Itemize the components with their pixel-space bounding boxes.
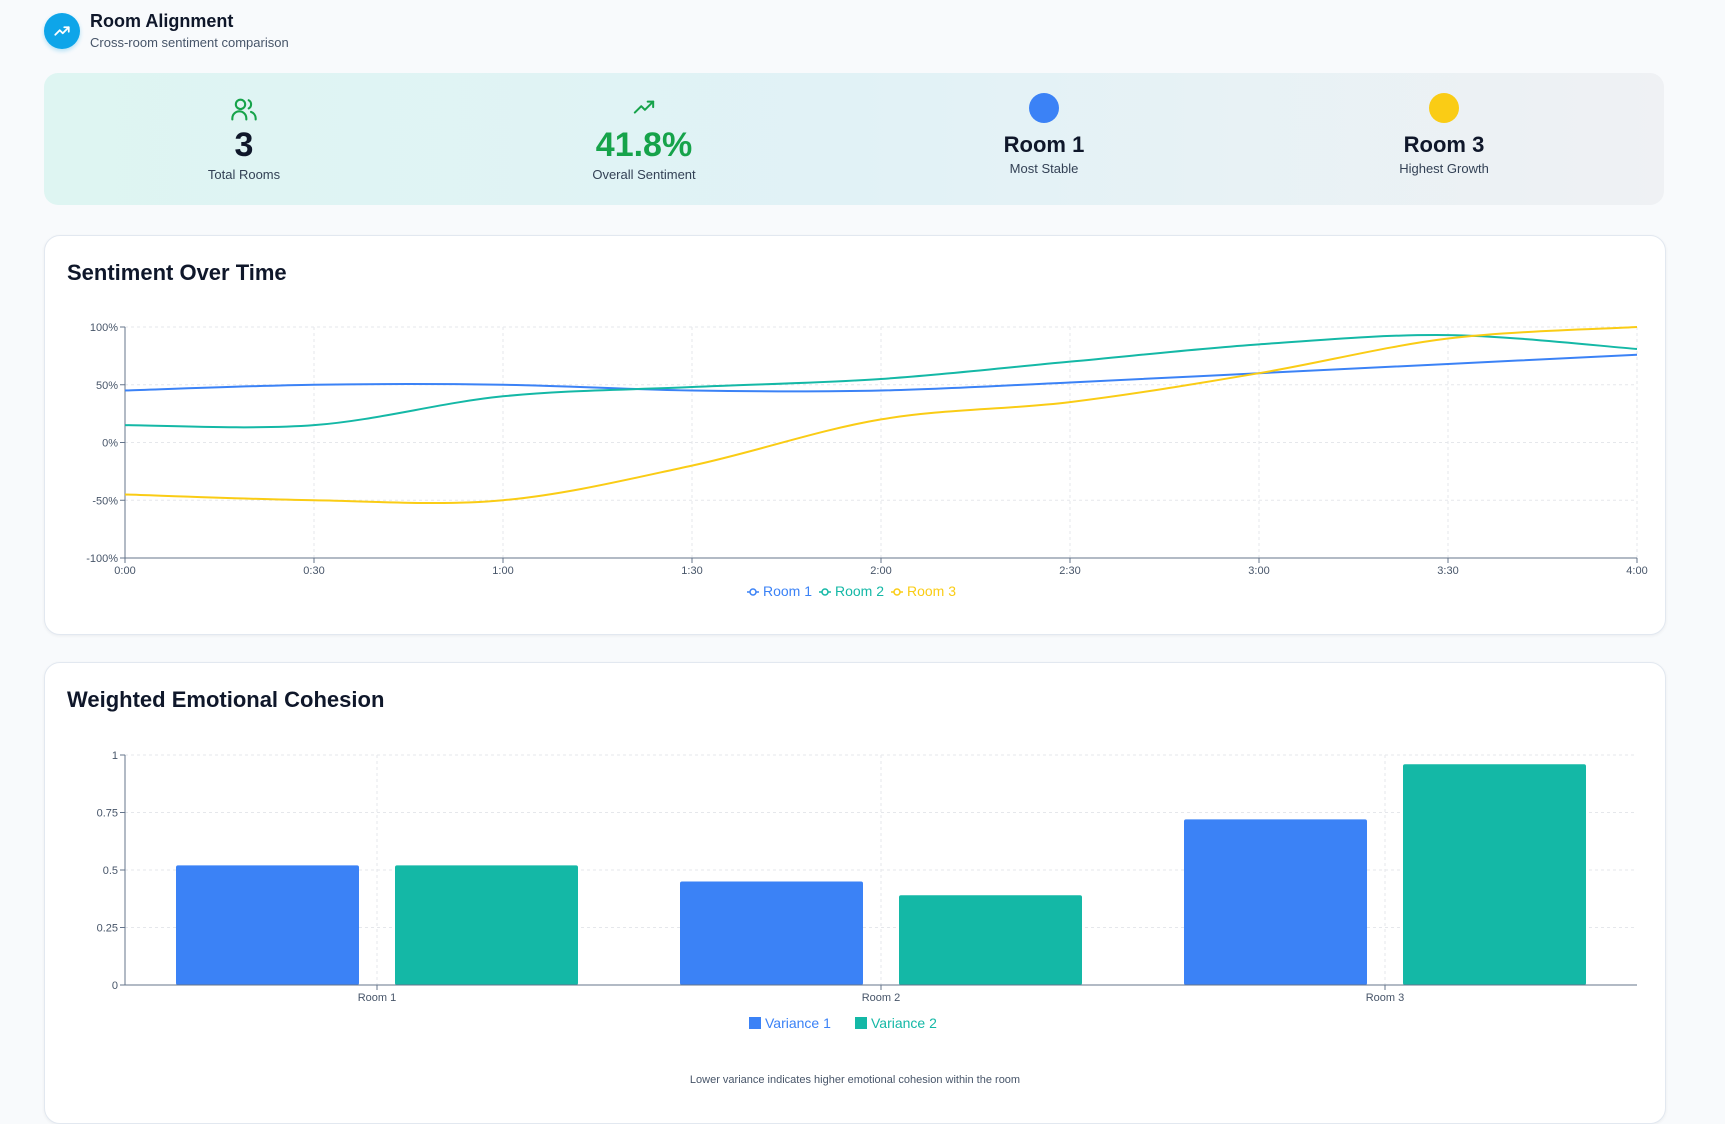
x-tick-label: 0:00 [114, 565, 135, 577]
trending-up-icon [44, 13, 80, 49]
most-stable-label: Most Stable [1009, 161, 1079, 176]
legend-swatch [749, 1017, 761, 1029]
overall-sentiment-label: Overall Sentiment [592, 167, 696, 182]
card-title: Sentiment Over Time [67, 260, 287, 285]
sentiment-over-time-card: Sentiment Over Time 100% 50% 0% -50% -100% 0:… [44, 235, 1666, 635]
legend-label: Room 2 [835, 583, 884, 599]
x-tick-label: 2:00 [870, 565, 891, 577]
summary-stats: 3 Total Rooms 41.8% Overall Sentiment Ro… [44, 73, 1664, 205]
y-tick-label: 0 [112, 980, 118, 992]
trending-up-icon [630, 97, 658, 124]
legend-item: Room 3 [891, 583, 956, 599]
y-tick-label: 0.75 [97, 808, 118, 820]
bar-room-3-variance-1 [1184, 819, 1367, 985]
most-stable-value: Room 1 [1003, 132, 1085, 157]
room-3-color-dot [1429, 93, 1459, 123]
y-tick-label: 50% [96, 380, 118, 392]
x-tick-label: 3:30 [1437, 565, 1458, 577]
room-1-color-dot [1029, 93, 1059, 123]
highest-growth-value: Room 3 [1403, 132, 1485, 157]
cohesion-bar-chart: 1 0.75 0.5 0.25 0 Room 1 Room 2 Room 3 Variance … [97, 750, 1637, 1031]
x-tick-label: Room 1 [358, 992, 397, 1004]
emotional-cohesion-card: Weighted Emotional Cohesion 1 0.75 0.5 0.25… [44, 662, 1666, 1124]
x-tick-label: 1:00 [492, 565, 513, 577]
x-tick-label: 1:30 [681, 565, 702, 577]
bar-room-2-variance-1 [680, 881, 863, 985]
y-tick-label: 100% [90, 322, 118, 334]
stat-overall-sentiment: 41.8% Overall Sentiment [444, 73, 844, 205]
legend-label: Variance 2 [871, 1015, 937, 1031]
page-title: Room Alignment [90, 11, 234, 31]
y-tick-label: 0.25 [97, 923, 118, 935]
app-header: Room Alignment Cross-room sentiment comp… [44, 10, 289, 52]
total-rooms-value: 3 [234, 126, 254, 164]
legend-label: Room 3 [907, 583, 956, 599]
stat-most-stable: Room 1 Most Stable [844, 73, 1244, 205]
y-tick-label: 0.5 [103, 865, 118, 877]
legend-label: Room 1 [763, 583, 812, 599]
bar-room-1-variance-2 [395, 865, 578, 985]
y-tick-label: 1 [112, 750, 118, 762]
bar-room-1-variance-1 [176, 865, 359, 985]
legend-swatch [855, 1017, 867, 1029]
page-subtitle: Cross-room sentiment comparison [90, 35, 289, 50]
highest-growth-color-dot [1429, 93, 1459, 123]
highest-growth-label: Highest Growth [1399, 161, 1489, 176]
series-line-room-2 [124, 334, 1638, 429]
series-line-room-3 [124, 326, 1638, 505]
x-tick-label: 3:00 [1248, 565, 1269, 577]
y-tick-label: -50% [92, 495, 118, 507]
legend-marker [821, 588, 829, 596]
bar-room-3-variance-2 [1403, 764, 1586, 985]
y-tick-label: -100% [86, 553, 118, 565]
series-line-room-1 [124, 353, 1638, 393]
most-stable-color-dot [1029, 93, 1059, 123]
legend-item: Room 1 [747, 583, 812, 599]
x-tick-label: Room 3 [1366, 992, 1405, 1004]
card-title: Weighted Emotional Cohesion [67, 687, 385, 712]
x-tick-label: Room 2 [862, 992, 901, 1004]
legend-item: Variance 1 [749, 1015, 831, 1031]
total-rooms-label: Total Rooms [207, 167, 281, 182]
legend-item: Variance 2 [855, 1015, 937, 1031]
overall-sentiment-value: 41.8% [595, 126, 693, 164]
stat-highest-growth: Room 3 Highest Growth [1244, 73, 1644, 205]
cohesion-footnote: Lower variance indicates higher emotiona… [689, 1074, 1021, 1086]
legend-label: Variance 1 [765, 1015, 831, 1031]
sentiment-line-chart: 100% 50% 0% -50% -100%0:00 0:30 1:00 1:30 2:00 2:… [86, 322, 1648, 599]
legend-item: Room 2 [819, 583, 884, 599]
bar-room-2-variance-2 [899, 895, 1082, 985]
legend-marker [893, 588, 901, 596]
legend-marker [749, 588, 757, 596]
stat-total-rooms: 3 Total Rooms [44, 73, 444, 205]
x-tick-label: 4:00 [1626, 565, 1647, 577]
users-icon [230, 95, 258, 128]
y-tick-label: 0% [102, 438, 118, 450]
x-tick-label: 2:30 [1059, 565, 1080, 577]
x-tick-label: 0:30 [303, 565, 324, 577]
